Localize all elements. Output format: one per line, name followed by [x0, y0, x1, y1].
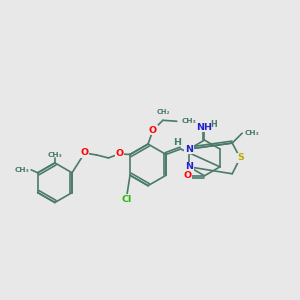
Text: CH₃: CH₃	[14, 167, 29, 173]
Text: O: O	[115, 149, 123, 158]
Text: N: N	[185, 145, 193, 154]
Text: CH₃: CH₃	[182, 118, 196, 124]
Text: O: O	[184, 171, 192, 180]
Text: O: O	[149, 126, 157, 135]
Text: N: N	[185, 162, 193, 171]
Text: O: O	[80, 148, 89, 158]
Text: CH₂: CH₂	[156, 109, 170, 115]
Text: CH₃: CH₃	[47, 152, 62, 158]
Text: H: H	[210, 120, 217, 129]
Text: S: S	[238, 153, 244, 162]
Text: CH₃: CH₃	[245, 130, 260, 136]
Text: NH: NH	[196, 123, 212, 132]
Text: Cl: Cl	[121, 195, 131, 204]
Text: H: H	[173, 138, 181, 147]
